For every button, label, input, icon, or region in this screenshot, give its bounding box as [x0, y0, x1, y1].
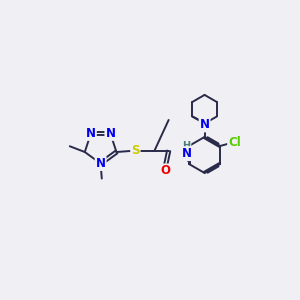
Text: Cl: Cl	[228, 136, 241, 149]
Text: N: N	[105, 127, 116, 140]
Text: N: N	[86, 127, 96, 140]
Text: N: N	[200, 118, 210, 131]
Text: N: N	[96, 157, 106, 170]
Text: H: H	[182, 141, 190, 151]
Text: O: O	[160, 164, 170, 178]
Text: N: N	[182, 147, 191, 160]
Text: S: S	[131, 144, 140, 158]
